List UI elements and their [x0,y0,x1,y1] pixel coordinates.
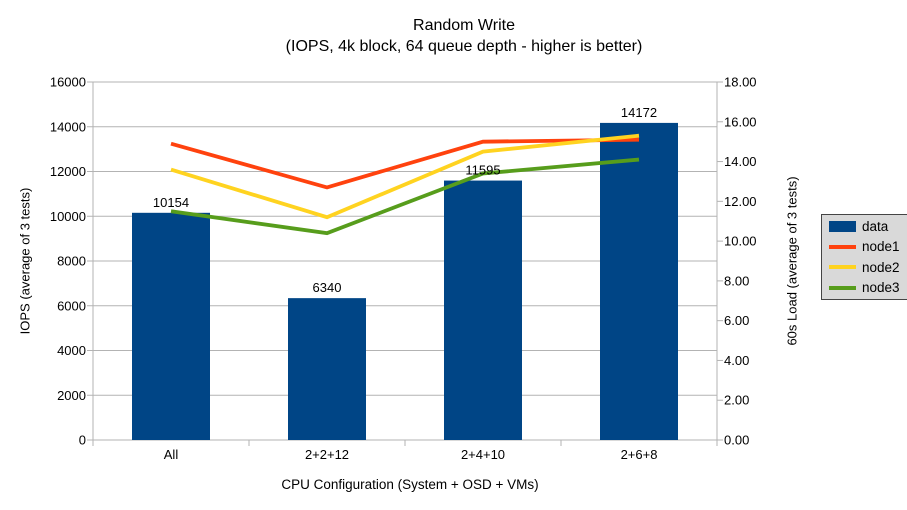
bar-value-label: 11595 [465,163,500,178]
x-category-label: 2+4+10 [461,447,505,462]
right-axis-tick-label: 2.00 [724,393,749,408]
left-axis-tick-label: 16000 [50,75,86,90]
right-axis-tick-label: 6.00 [724,313,749,328]
bar-2+2+12 [288,298,366,440]
legend-label-node1: node1 [862,239,900,255]
legend-item-data: data [829,216,900,237]
bar-All [132,212,210,440]
bar-2+6+8 [600,122,678,441]
left-axis-tick-label: 10000 [50,209,86,224]
right-axis-tick-label: 4.00 [724,353,749,368]
legend-label-node3: node3 [862,280,900,296]
chart-subtitle: (IOPS, 4k block, 64 queue depth - higher… [285,38,643,55]
right-axis-tick-label: 18.00 [724,75,757,90]
legend-label-data: data [862,218,889,234]
right-axis-tick-label: 10.00 [724,234,757,249]
left-axis-tick-label: 6000 [57,298,86,313]
bar-2+4+10 [444,180,522,440]
x-axis-title: CPU Configuration (System + OSD + VMs) [281,477,539,492]
right-axis-tick-label: 16.00 [724,114,757,129]
bar-value-label: 10154 [153,195,189,210]
legend: data node1 node2 node3 [821,214,907,300]
legend-item-node3: node3 [829,278,900,299]
right-axis-title: 60s Load (average of 3 tests) [784,176,800,346]
line-node3 [170,157,640,236]
chart-title-block: Random Write (IOPS, 4k block, 64 queue d… [286,15,643,57]
chart-title: Random Write [413,17,515,34]
x-category-label: All [164,447,179,462]
legend-label-node2: node2 [862,259,900,275]
left-axis-tick-label: 12000 [50,164,86,179]
left-axis-tick-label: 8000 [57,254,86,269]
left-axis-tick-label: 4000 [57,343,86,358]
left-axis-tick-label: 2000 [57,388,86,403]
legend-item-node1: node1 [829,237,900,258]
line-node1 [170,137,640,190]
right-axis-tick-label: 0.00 [724,433,749,448]
left-axis-tick-label: 14000 [50,119,86,134]
bar-value-label: 6340 [313,280,342,295]
legend-item-node2: node2 [829,257,900,278]
x-category-label: 2+2+12 [305,447,349,462]
legend-swatch-node3 [829,285,856,290]
x-category-label: 2+6+8 [621,447,658,462]
bar-value-label: 14172 [621,105,657,120]
right-axis-tick-label: 12.00 [724,194,757,209]
legend-swatch-node1 [829,244,856,249]
legend-swatch-node2 [829,265,856,270]
left-axis-tick-label: 0 [79,433,86,448]
legend-swatch-data [829,220,856,232]
left-axis-title: IOPS (average of 3 tests) [17,187,33,335]
right-axis-tick-label: 14.00 [724,154,757,169]
right-axis-tick-label: 8.00 [724,273,749,288]
line-node2 [170,133,640,220]
